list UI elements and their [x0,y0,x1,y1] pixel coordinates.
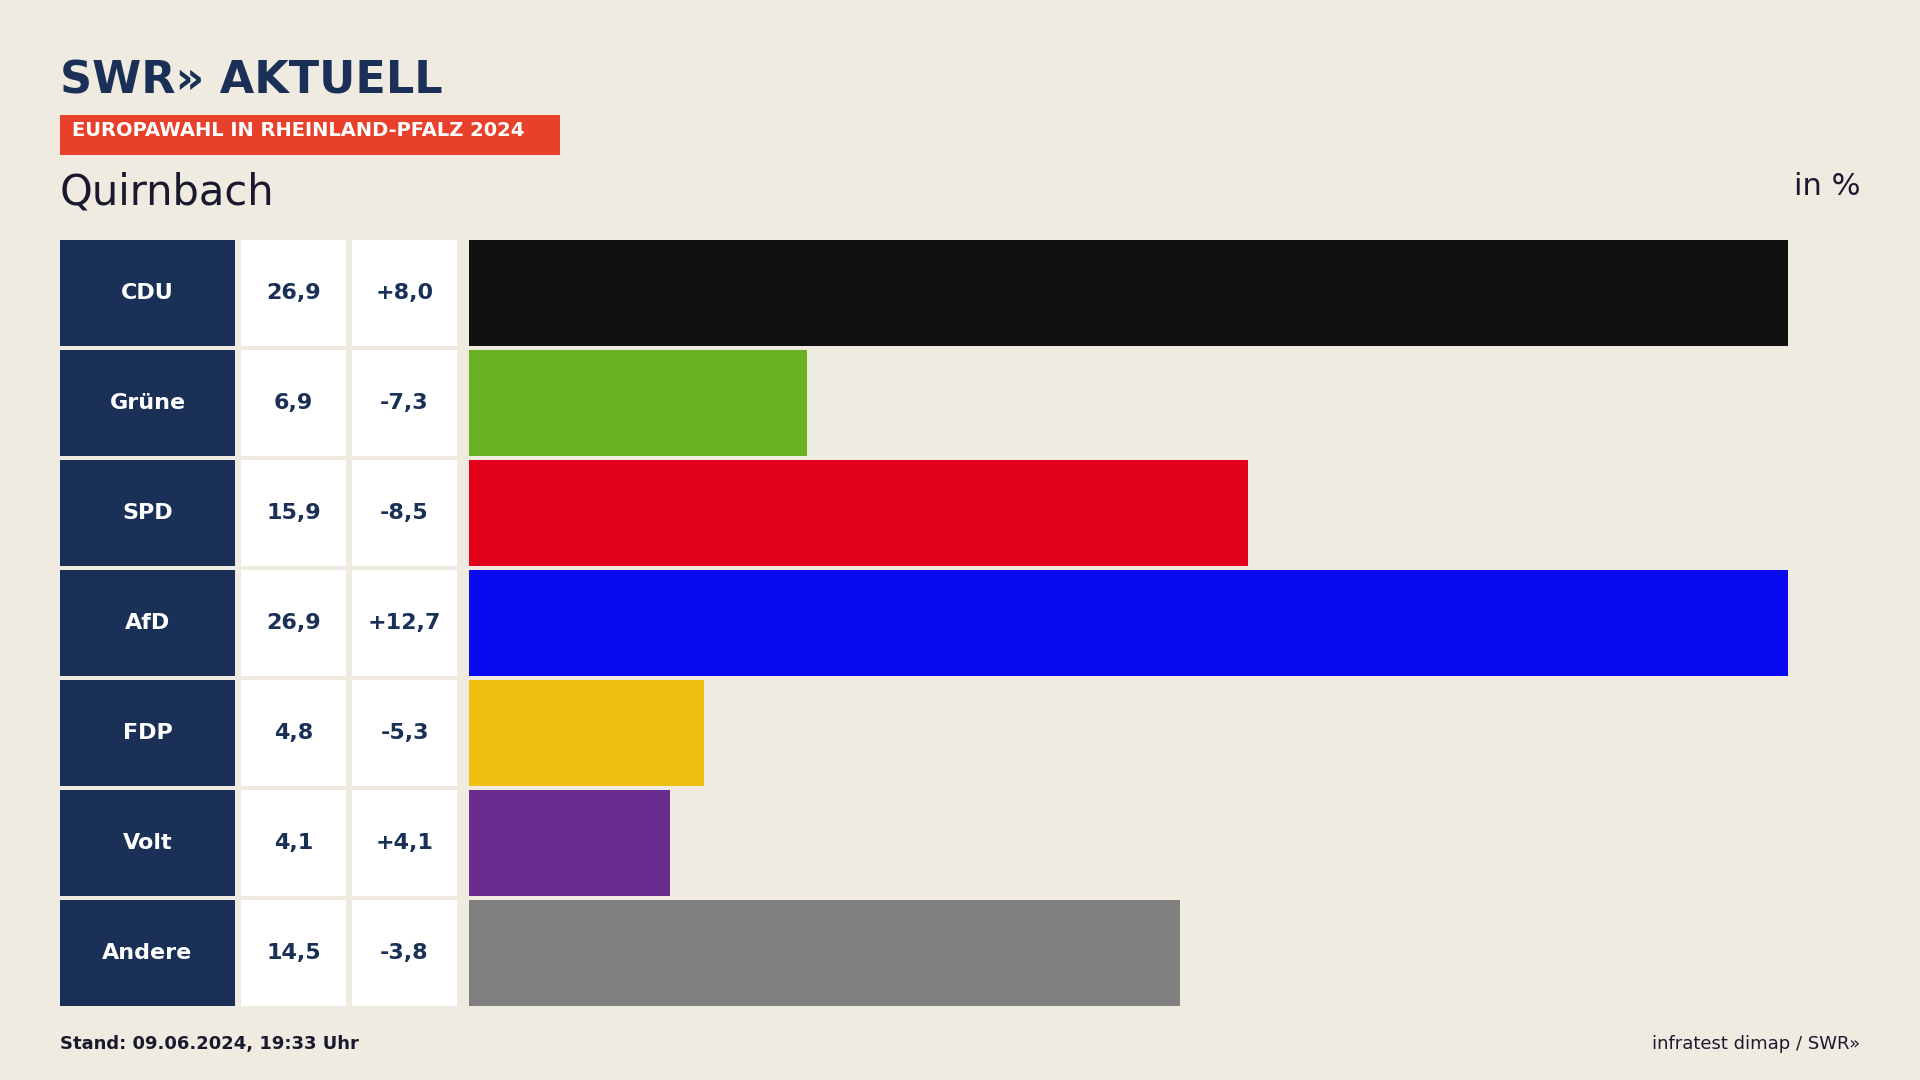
Text: in %: in % [1793,172,1860,201]
Text: infratest dimap / SWR»: infratest dimap / SWR» [1651,1035,1860,1053]
Text: -3,8: -3,8 [380,943,428,963]
Text: Quirnbach: Quirnbach [60,172,275,214]
Bar [351,789,457,896]
Text: EUROPAWAHL IN RHEINLAND-PFALZ 2024: EUROPAWAHL IN RHEINLAND-PFALZ 2024 [73,121,524,140]
Text: Grüne: Grüne [109,393,186,413]
Text: 14,5: 14,5 [267,943,321,963]
Bar [351,460,457,566]
Bar [60,114,561,156]
Bar [60,350,234,456]
Bar [351,570,457,676]
Text: AfD: AfD [125,613,171,633]
Text: Andere: Andere [102,943,192,963]
Text: -5,3: -5,3 [380,723,428,743]
Bar [468,460,1248,566]
Bar [242,460,346,566]
Text: Stand: 09.06.2024, 19:33 Uhr: Stand: 09.06.2024, 19:33 Uhr [60,1035,359,1053]
Bar [242,789,346,896]
Bar [351,900,457,1005]
Bar [60,900,234,1005]
Bar [60,680,234,786]
Bar [468,240,1788,346]
Text: -8,5: -8,5 [380,503,428,523]
Bar [351,350,457,456]
Bar [60,240,234,346]
Text: 4,1: 4,1 [275,833,313,853]
Text: 4,8: 4,8 [275,723,313,743]
Text: 26,9: 26,9 [267,613,321,633]
Text: CDU: CDU [121,283,175,303]
Bar [60,570,234,676]
Bar [242,240,346,346]
Bar [242,350,346,456]
Text: +12,7: +12,7 [369,613,442,633]
Bar [242,570,346,676]
Text: SWR» AKTUELL: SWR» AKTUELL [60,60,444,103]
Bar [468,350,806,456]
Bar [468,570,1788,676]
Bar [60,460,234,566]
Text: +8,0: +8,0 [376,283,434,303]
Text: 26,9: 26,9 [267,283,321,303]
Bar [60,789,234,896]
Bar [351,240,457,346]
Bar [468,789,670,896]
Text: 15,9: 15,9 [267,503,321,523]
Bar [351,680,457,786]
Text: SPD: SPD [123,503,173,523]
Bar [468,900,1179,1005]
Text: FDP: FDP [123,723,173,743]
Text: +4,1: +4,1 [376,833,434,853]
Bar [242,900,346,1005]
Text: Volt: Volt [123,833,173,853]
Text: 6,9: 6,9 [275,393,313,413]
Bar [468,680,705,786]
Text: -7,3: -7,3 [380,393,428,413]
Bar [242,680,346,786]
